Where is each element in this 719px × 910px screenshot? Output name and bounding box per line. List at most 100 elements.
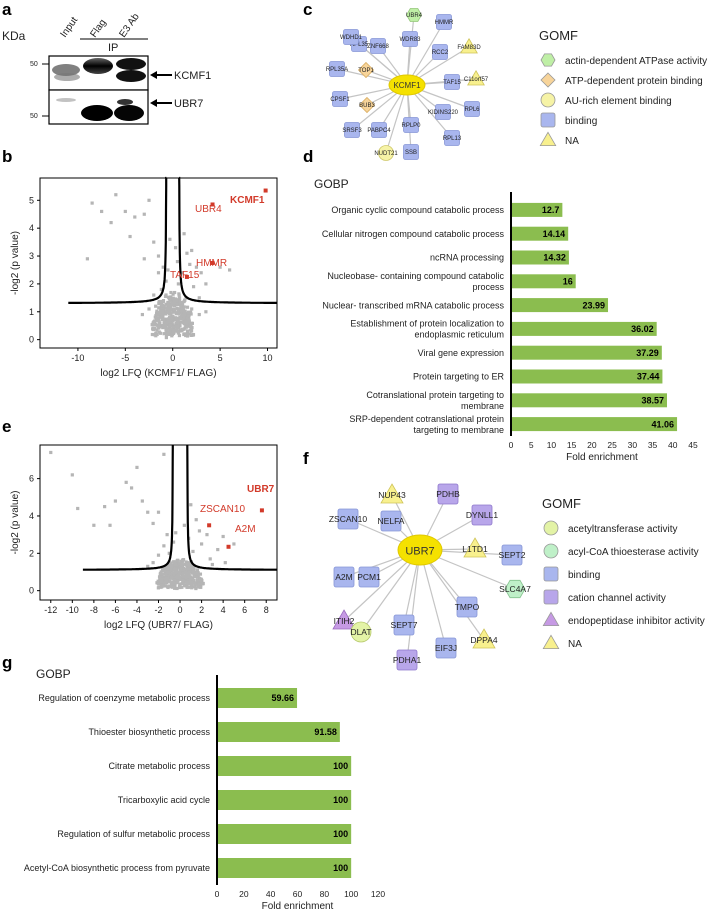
- data-point: [164, 306, 168, 310]
- bar: [217, 756, 352, 776]
- data-point: [190, 581, 195, 585]
- network-node-label: EIF3J: [435, 643, 457, 653]
- data-point: [205, 533, 209, 537]
- data-point: [171, 575, 175, 579]
- data-point: [179, 566, 183, 571]
- x-tick-label: 10: [547, 440, 557, 450]
- data-point: [168, 309, 172, 313]
- category-label: Organic cyclic compound catabolic proces…: [331, 205, 504, 215]
- panel-label-d: d: [303, 147, 313, 166]
- category-label: Acetyl-CoA biosynthetic process from pyr…: [24, 863, 210, 873]
- data-point: [182, 232, 186, 236]
- highlight-point-a2m: [226, 544, 231, 549]
- data-point: [159, 309, 163, 313]
- network-node-label: NUP43: [378, 490, 406, 500]
- data-point: [216, 547, 220, 552]
- data-point: [151, 561, 155, 565]
- network-node-sept7: [393, 614, 415, 636]
- category-label: Regulation of coenzyme metabolic process: [38, 693, 210, 703]
- data-point: [163, 584, 167, 588]
- category-label: targeting to membrane: [413, 425, 504, 435]
- data-point: [185, 571, 189, 575]
- data-point: [180, 581, 184, 586]
- data-point: [160, 572, 164, 577]
- mw-marker: 50: [30, 113, 38, 120]
- significance-curve: [178, 176, 278, 304]
- network-node-label: SSB: [405, 150, 417, 156]
- legend-entry: binding: [568, 570, 600, 581]
- data-point: [189, 575, 193, 579]
- data-point: [182, 332, 186, 337]
- data-point: [176, 570, 180, 574]
- legend-entry: acyl-CoA thioesterase activity: [568, 547, 699, 558]
- y-tick-label: 2: [29, 548, 34, 558]
- data-point: [186, 585, 191, 589]
- x-tick-label: -2: [154, 605, 162, 615]
- data-point: [156, 271, 161, 275]
- y-tick-label: 5: [29, 195, 34, 205]
- data-point: [168, 579, 172, 583]
- bar-value-label: 100: [333, 795, 348, 805]
- data-point: [173, 575, 177, 579]
- legend-entry: NA: [568, 639, 582, 650]
- data-point: [189, 327, 193, 331]
- x-tick-label: 60: [293, 889, 303, 899]
- data-point: [172, 578, 176, 582]
- network-node-rpl6: [464, 101, 480, 117]
- network-node-kidins220: [435, 104, 451, 120]
- data-point: [168, 563, 172, 568]
- data-point: [159, 580, 163, 584]
- highlight-point-ubr4: [210, 202, 215, 207]
- x-tick-label: 5: [529, 440, 534, 450]
- network-node-label: UBR4: [406, 13, 423, 19]
- data-point: [189, 312, 193, 316]
- x-tick-label: -5: [121, 353, 129, 363]
- data-point: [186, 324, 190, 328]
- data-point: [171, 331, 175, 335]
- data-point: [204, 310, 208, 314]
- data-point: [151, 321, 156, 326]
- lane-label-input: Input: [58, 15, 80, 40]
- data-point: [199, 585, 203, 589]
- bar-value-label: 59.66: [272, 693, 295, 703]
- x-axis-label: Fold enrichment: [566, 452, 638, 463]
- data-point: [166, 585, 170, 590]
- data-point: [146, 510, 150, 514]
- data-point: [158, 576, 162, 581]
- data-point: [164, 302, 168, 306]
- y-tick-label: 3: [29, 251, 34, 261]
- data-point: [191, 567, 195, 572]
- data-point: [164, 293, 168, 297]
- data-point: [174, 565, 178, 569]
- data-point: [168, 237, 172, 241]
- x-tick-label: 120: [371, 889, 385, 899]
- highlight-label: UBR7: [247, 484, 275, 495]
- network-node-label: TOP1: [358, 68, 374, 74]
- data-point: [162, 304, 166, 308]
- x-tick-label: 6: [242, 605, 247, 615]
- data-point: [188, 262, 192, 266]
- network-node-rpl13: [444, 130, 460, 146]
- data-point: [177, 311, 181, 315]
- network-kcmf1: RPL35 UBR4 HMMR WDHD1 ZNF668 WDR83 RCC2 FAM83D R…: [326, 8, 489, 161]
- data-point: [173, 246, 178, 250]
- x-tick-label: 30: [628, 440, 638, 450]
- data-point: [184, 325, 188, 329]
- data-point: [109, 220, 113, 225]
- data-point: [204, 282, 208, 286]
- legend-swatch: [540, 53, 556, 67]
- network-node-ssb: [403, 144, 419, 160]
- legend-swatch: [540, 72, 556, 88]
- data-point: [171, 314, 175, 318]
- data-point: [169, 576, 173, 580]
- data-point: [92, 523, 96, 527]
- data-point: [180, 271, 184, 275]
- data-point: [161, 300, 165, 304]
- category-label: Nuclear- transcribed mRNA catabolic proc…: [322, 300, 504, 310]
- band-input-kcmf1: [52, 64, 80, 76]
- data-point: [223, 561, 227, 565]
- network-node-label: DYNLL1: [466, 510, 498, 520]
- x-tick-label: 0: [178, 605, 183, 615]
- data-point: [187, 317, 191, 321]
- chart-title: GOBP: [314, 177, 349, 191]
